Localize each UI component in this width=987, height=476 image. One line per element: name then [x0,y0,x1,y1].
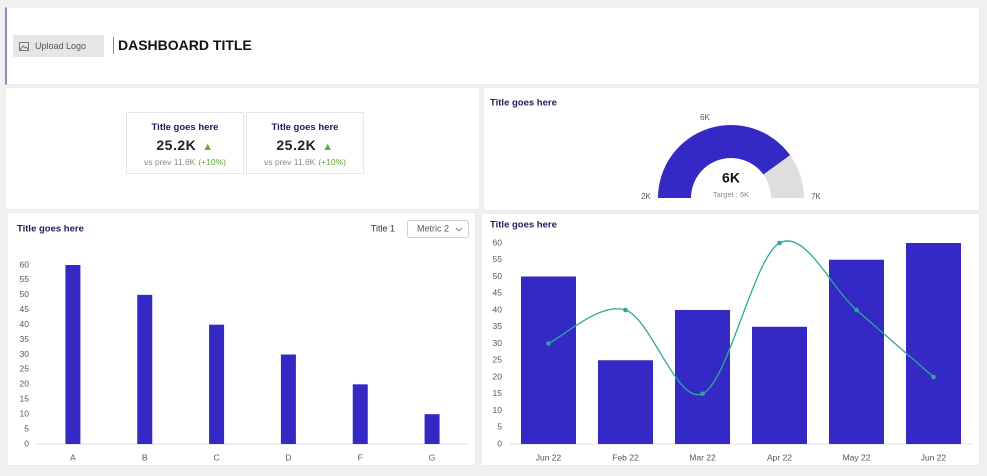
y-tick-label: 40 [20,319,30,329]
kpi-change: (+10%) [318,157,346,167]
y-tick-label: 20 [20,379,30,389]
line-point [854,307,859,313]
bar [137,294,153,444]
y-tick-label: 30 [493,338,503,348]
y-tick-label: 50 [20,289,30,299]
gauge-fill [658,124,791,198]
bar [906,243,961,444]
y-tick-label: 0 [497,438,502,448]
gauge-min-label: 2K [641,192,651,201]
y-tick-label: 25 [493,355,503,365]
dropdown-caret [455,227,463,232]
kpi-previous: vs prev 11.6K [144,157,196,167]
y-tick-label: 35 [493,321,503,331]
y-tick-label: 15 [20,394,30,404]
kpi-number: 25.2K [156,137,197,153]
chart-title: Title goes here [490,98,557,109]
x-tick-label: Mar 22 [689,452,716,462]
kpi-value: 25.2K ▲ [247,137,363,153]
y-tick-label: 30 [20,349,30,359]
y-tick-label: 10 [20,408,30,418]
y-tick-label: 10 [493,405,503,415]
line-point [546,341,551,346]
dropdown-value: Metric 2 [417,223,449,233]
x-tick-label: F [358,452,363,462]
bar [280,354,296,444]
bar [352,384,368,444]
kpi-previous: vs prev 11.6K [264,157,316,167]
dashboard-title: DASHBOARD TITLE [118,37,252,53]
bar [675,310,730,444]
bar [209,324,225,444]
line-point [931,374,936,380]
y-tick-label: 35 [20,334,30,344]
kpi-card: Title goes here 25.2K ▲ vs prev 11.6K (+10… [246,112,364,174]
kpi-compare: vs prev 11.6K (+10%) [127,157,243,167]
chart-title: Title goes here [490,220,557,231]
header [5,7,980,85]
x-tick-label: Jun 22 [536,452,562,462]
x-tick-label: May 22 [843,452,871,462]
y-tick-label: 5 [24,423,29,433]
y-tick-label: 0 [24,438,29,448]
x-tick-label: Apr 22 [767,452,792,462]
bar [424,414,440,444]
y-tick-label: 5 [497,422,502,432]
y-tick-label: 20 [493,371,503,381]
x-tick-label: C [214,452,220,462]
dropdown[interactable] [407,220,469,238]
kpi-title: Title goes here [271,122,339,133]
gauge-max-label: 7K [811,192,821,201]
up-arrow: ▲ [202,141,214,153]
y-tick-label: 15 [493,388,503,398]
gauge-value: 6K [722,170,740,186]
x-tick-label: A [70,452,76,462]
y-tick-label: 45 [493,288,503,298]
y-tick-label: 25 [20,364,30,374]
x-tick-label: D [285,452,291,462]
x-tick-label: Jun 22 [921,452,947,462]
kpi-change: (+10%) [198,157,226,167]
line-point [700,391,705,397]
chart-title: Title goes here [17,224,84,235]
y-tick-label: 55 [20,274,30,284]
up-arrow: ▲ [322,141,334,153]
line-point [777,240,782,246]
y-tick-label: 60 [20,259,30,269]
y-tick-label: 60 [493,237,503,247]
kpi-number: 25.2K [276,137,317,153]
y-tick-label: 45 [20,304,30,314]
gauge-marker-label: 6K [700,113,710,122]
kpi-value: 25.2K ▲ [127,137,243,153]
bar [598,360,653,444]
upload-logo-button[interactable]: Upload Logo [13,35,104,57]
bar [752,326,807,444]
bar [65,265,81,444]
gauge-target: Target : 6K [713,190,749,199]
image-icon [19,42,29,51]
x-tick-label: G [429,452,436,462]
kpi-title: Title goes here [151,122,219,133]
y-tick-label: 40 [493,304,503,314]
y-tick-label: 50 [493,271,503,281]
bar-panel [7,212,476,466]
x-tick-label: Feb 22 [612,452,639,462]
bar [829,259,884,444]
upload-logo-text: Upload Logo [35,41,87,51]
y-tick-label: 55 [493,254,503,264]
bar [521,276,576,444]
control-label: Title 1 [371,223,395,233]
kpi-card: Title goes here 25.2K ▲ vs prev 11.6K (+10… [126,112,244,174]
kpi-compare: vs prev 11.6K (+10%) [247,157,363,167]
x-tick-label: B [142,452,148,462]
divider [113,37,114,54]
line-point [623,307,628,313]
